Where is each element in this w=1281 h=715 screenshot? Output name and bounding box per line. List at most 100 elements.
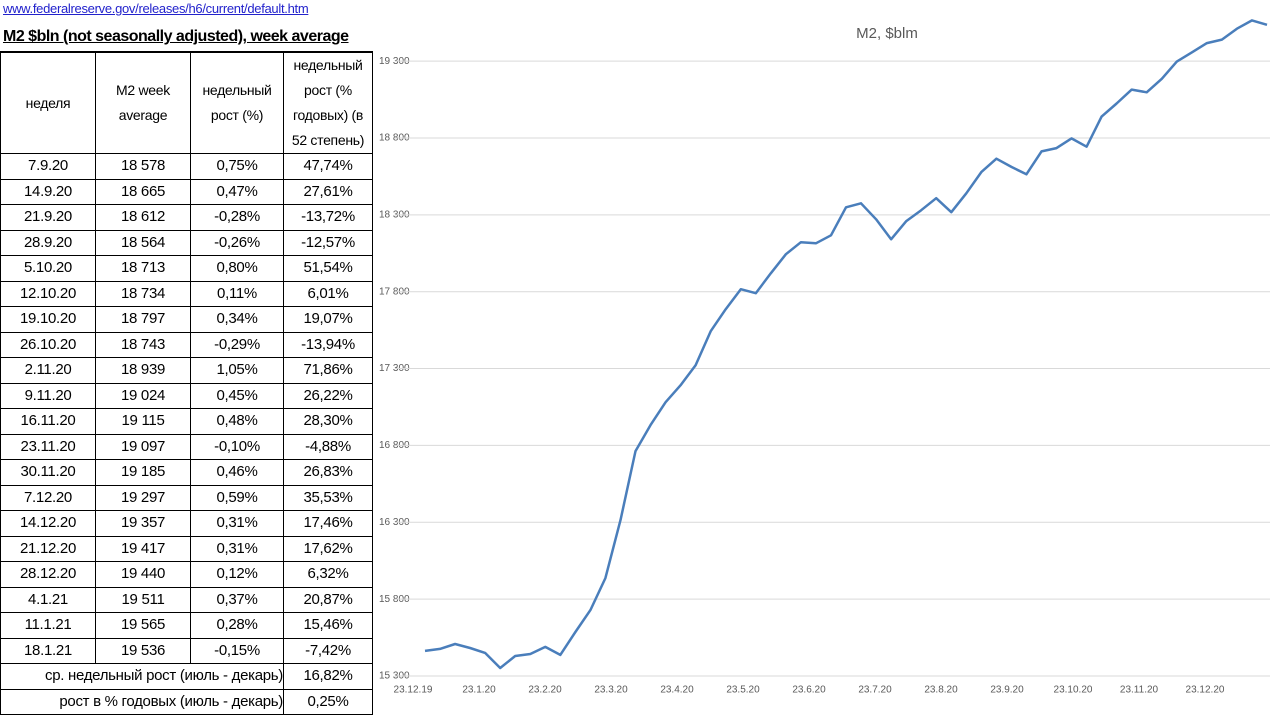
table-cell: 51,54% (283, 255, 373, 282)
table-row: 4.1.21 19 511 0,37% 20,87% (0, 586, 373, 613)
table-cell: 71,86% (283, 357, 373, 384)
table-row: 14.12.20 19 357 0,31% 17,46% (0, 510, 373, 537)
chart: M2, $blm 15 300 15 800 16 300 16 800 17 300 1… (379, 19, 1270, 696)
table-cell: 9.11.20 (0, 382, 96, 409)
y-tick-label: 18 300 (379, 209, 410, 220)
table-row: 21.9.20 18 612 -0,28% -13,72% (0, 204, 373, 231)
table-panel: www.federalreserve.gov/releases/h6/curre… (0, 0, 373, 715)
table-cell: 16.11.20 (0, 408, 96, 435)
table-cell: 23.11.20 (0, 433, 96, 460)
table-row: 2.11.20 18 939 1,05% 71,86% (0, 357, 373, 384)
table-cell: недельный рост (% годовых) (в 52 степень… (283, 52, 373, 154)
x-tick-label: 23.7.20 (858, 685, 892, 696)
table-cell: 18 578 (95, 153, 191, 180)
table-cell: -13,94% (283, 331, 373, 358)
table-cell: -12,57% (283, 229, 373, 256)
table-title: M2 $bln (not seasonally adjusted), week … (0, 19, 373, 52)
table-cell: 15,46% (283, 612, 373, 639)
table-cell: 0,80% (190, 255, 284, 282)
table-cell: 7.9.20 (0, 153, 96, 180)
table-cell: 26,83% (283, 459, 373, 486)
table-cell: 18 939 (95, 357, 191, 384)
table-cell: 19 417 (95, 535, 191, 562)
table-cell: 0,31% (190, 510, 284, 537)
table-cell: 19 440 (95, 561, 191, 588)
table-cell: 35,53% (283, 484, 373, 511)
table-cell: 18.1.21 (0, 637, 96, 664)
x-tick-label: 23.2.20 (528, 685, 562, 696)
y-tick-label: 19 300 (379, 56, 410, 67)
table-cell: недельный рост (%) (190, 52, 284, 154)
table-cell: -4,88% (283, 433, 373, 460)
table-cell: 0,28% (190, 612, 284, 639)
table-cell: 17,62% (283, 535, 373, 562)
table-cell: 4.1.21 (0, 586, 96, 613)
x-tick-label: 23.12.19 (394, 685, 433, 696)
table-row: 21.12.20 19 417 0,31% 17,62% (0, 535, 373, 562)
table-row: 9.11.20 19 024 0,45% 26,22% (0, 382, 373, 409)
table-cell: 18 713 (95, 255, 191, 282)
table-row: неделя M2 week average недельный рост (%) н… (0, 52, 373, 154)
x-tick-label: 23.6.20 (792, 685, 826, 696)
table-cell: 19 297 (95, 484, 191, 511)
y-tick-label: 16 800 (379, 440, 410, 451)
table-cell: 0,46% (190, 459, 284, 486)
table-cell: 2.11.20 (0, 357, 96, 384)
table-cell: 19 097 (95, 433, 191, 460)
table-row: 19.10.20 18 797 0,34% 19,07% (0, 306, 373, 333)
y-tick-label: 18 800 (379, 133, 410, 144)
table-cell: 28.12.20 (0, 561, 96, 588)
table-cell: -7,42% (283, 637, 373, 664)
table-cell: 19 024 (95, 382, 191, 409)
table-cell: 17,46% (283, 510, 373, 537)
table-row: 16.11.20 19 115 0,48% 28,30% (0, 408, 373, 435)
table-cell: ср. недельный рост (июль - декарь) (0, 663, 284, 690)
data-line (424, 19, 1268, 670)
table-cell: 28.9.20 (0, 229, 96, 256)
table-cell: неделя (0, 52, 96, 154)
table-cell: 14.9.20 (0, 178, 96, 205)
table-cell: 0,31% (190, 535, 284, 562)
table-cell: 18 734 (95, 280, 191, 307)
table-cell: 19 115 (95, 408, 191, 435)
chart-title: M2, $blm (856, 25, 918, 42)
source-link[interactable]: www.federalreserve.gov/releases/h6/curre… (3, 1, 309, 16)
table-cell: 19 185 (95, 459, 191, 486)
table-cell: 26.10.20 (0, 331, 96, 358)
table-cell: 19 511 (95, 586, 191, 613)
table-row: 26.10.20 18 743 -0,29% -13,94% (0, 331, 373, 358)
table-row: 7.12.20 19 297 0,59% 35,53% (0, 484, 373, 511)
x-tick-label: 23.9.20 (990, 685, 1024, 696)
table-cell: 0,34% (190, 306, 284, 333)
table-cell: 18 612 (95, 204, 191, 231)
table-row: 23.11.20 19 097 -0,10% -4,88% (0, 433, 373, 460)
x-tick-label: 23.12.20 (1186, 685, 1225, 696)
table-cell: 0,47% (190, 178, 284, 205)
y-tick-label: 15 800 (379, 594, 410, 605)
table-cell: 7.12.20 (0, 484, 96, 511)
table-cell: 30.11.20 (0, 459, 96, 486)
table-cell: 18 743 (95, 331, 191, 358)
x-tick-label: 23.5.20 (726, 685, 760, 696)
y-tick-label: 16 300 (379, 517, 410, 528)
table-cell: 6,01% (283, 280, 373, 307)
table-cell: 0,12% (190, 561, 284, 588)
x-tick-label: 23.4.20 (660, 685, 694, 696)
table-cell: 1,05% (190, 357, 284, 384)
table-cell: 18 665 (95, 178, 191, 205)
table-cell: 0,11% (190, 280, 284, 307)
table-row: 14.9.20 18 665 0,47% 27,61% (0, 178, 373, 205)
x-tick-label: 23.10.20 (1054, 685, 1093, 696)
x-tick-label: 23.3.20 (594, 685, 628, 696)
table-row: 12.10.20 18 734 0,11% 6,01% (0, 280, 373, 307)
table-cell: 0,37% (190, 586, 284, 613)
data-table: неделя M2 week average недельный рост (%) н… (0, 52, 373, 715)
table-cell: 18 564 (95, 229, 191, 256)
table-cell: 19,07% (283, 306, 373, 333)
table-cell: -0,29% (190, 331, 284, 358)
table-cell: 0,45% (190, 382, 284, 409)
table-cell: 11.1.21 (0, 612, 96, 639)
table-cell: 12.10.20 (0, 280, 96, 307)
table-row: рост в % годовых (июль - декарь) 0,25% (0, 688, 373, 715)
table-cell: -0,28% (190, 204, 284, 231)
